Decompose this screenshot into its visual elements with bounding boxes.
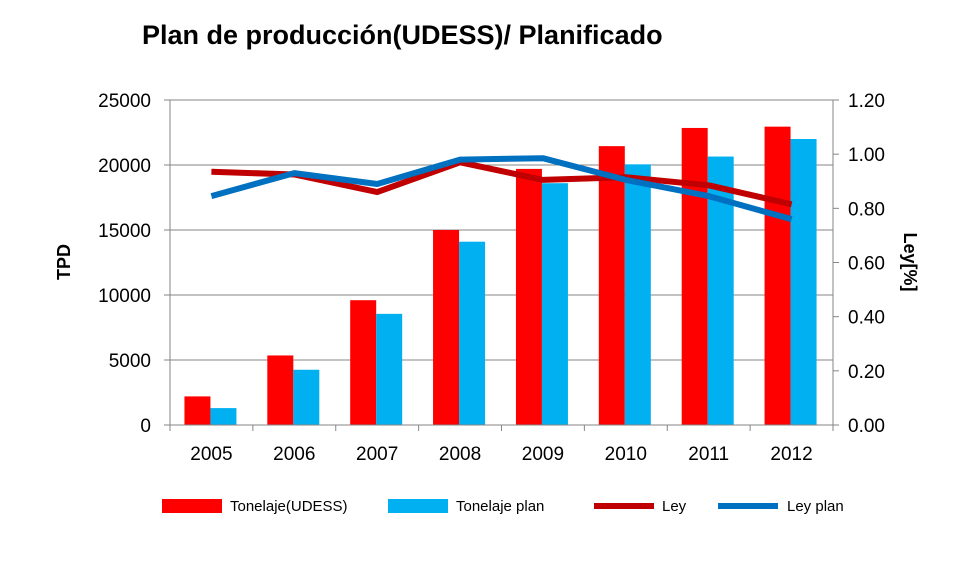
y2-axis-title: Ley[%] [900, 232, 920, 291]
legend-swatch-tonelaje-udess [162, 499, 222, 513]
y-tick-label: 25000 [98, 91, 151, 112]
y2-tick-label: 1.00 [848, 145, 885, 166]
bar-tonelaje-plan [624, 164, 651, 425]
y2-tick-label: 1.20 [848, 91, 885, 112]
x-tick-label: 2012 [770, 444, 812, 465]
bar-tonelaje-udess [267, 355, 294, 425]
bar-tonelaje-plan [459, 241, 486, 425]
legend-label: Ley plan [787, 498, 844, 515]
y2-tick-label: 0.00 [848, 416, 885, 437]
x-tick-label: 2010 [605, 444, 647, 465]
bar-tonelaje-udess [433, 230, 460, 425]
bar-tonelaje-udess [515, 168, 542, 425]
bar-tonelaje-udess [764, 126, 791, 426]
chart-title: Plan de producción(UDESS)/ Planificado [142, 20, 663, 50]
y-tick-label: 0 [140, 416, 151, 437]
x-tick-label: 2006 [273, 444, 315, 465]
x-tick-label: 2007 [356, 444, 398, 465]
y-tick-label: 5000 [109, 351, 151, 372]
x-tick-label: 2009 [522, 444, 564, 465]
x-tick-label: 2008 [439, 444, 481, 465]
bar-tonelaje-plan [790, 139, 817, 425]
bar-tonelaje-udess [681, 127, 708, 425]
y-tick-label: 10000 [98, 286, 151, 307]
legend-label: Tonelaje(UDESS) [230, 498, 348, 515]
y2-tick-label: 0.20 [848, 362, 885, 383]
legend-swatch-tonelaje-plan [388, 499, 448, 513]
axes [164, 99, 839, 431]
bar-tonelaje-plan [210, 408, 237, 425]
y-tick-label: 15000 [98, 221, 151, 242]
x-tick-label: 2011 [688, 444, 729, 465]
y-axis-title: TPD [54, 244, 74, 280]
legend-label: Ley [662, 498, 687, 515]
bar-tonelaje-udess [350, 300, 377, 425]
bar-tonelaje-plan [541, 183, 568, 425]
legend: Tonelaje(UDESS) Tonelaje plan Ley Ley plan [162, 498, 844, 515]
line-marks [210, 155, 793, 223]
bar-tonelaje-udess [184, 396, 211, 425]
legend-label: Tonelaje plan [456, 498, 544, 515]
y2-tick-label: 0.60 [848, 254, 885, 275]
line-ley-plan [210, 155, 793, 223]
y2-tick-label: 0.80 [848, 199, 885, 220]
bar-tonelaje-plan [293, 369, 320, 425]
bar-tonelaje-udess [598, 146, 625, 425]
x-tick-label: 2005 [190, 444, 232, 465]
y-tick-label: 20000 [98, 156, 151, 177]
bar-tonelaje-plan [376, 313, 403, 425]
tick-labels: 0 5000 10000 15000 20000 25000 0.00 0.20 0.40 0.6… [98, 91, 885, 465]
y2-tick-label: 0.40 [848, 308, 885, 329]
